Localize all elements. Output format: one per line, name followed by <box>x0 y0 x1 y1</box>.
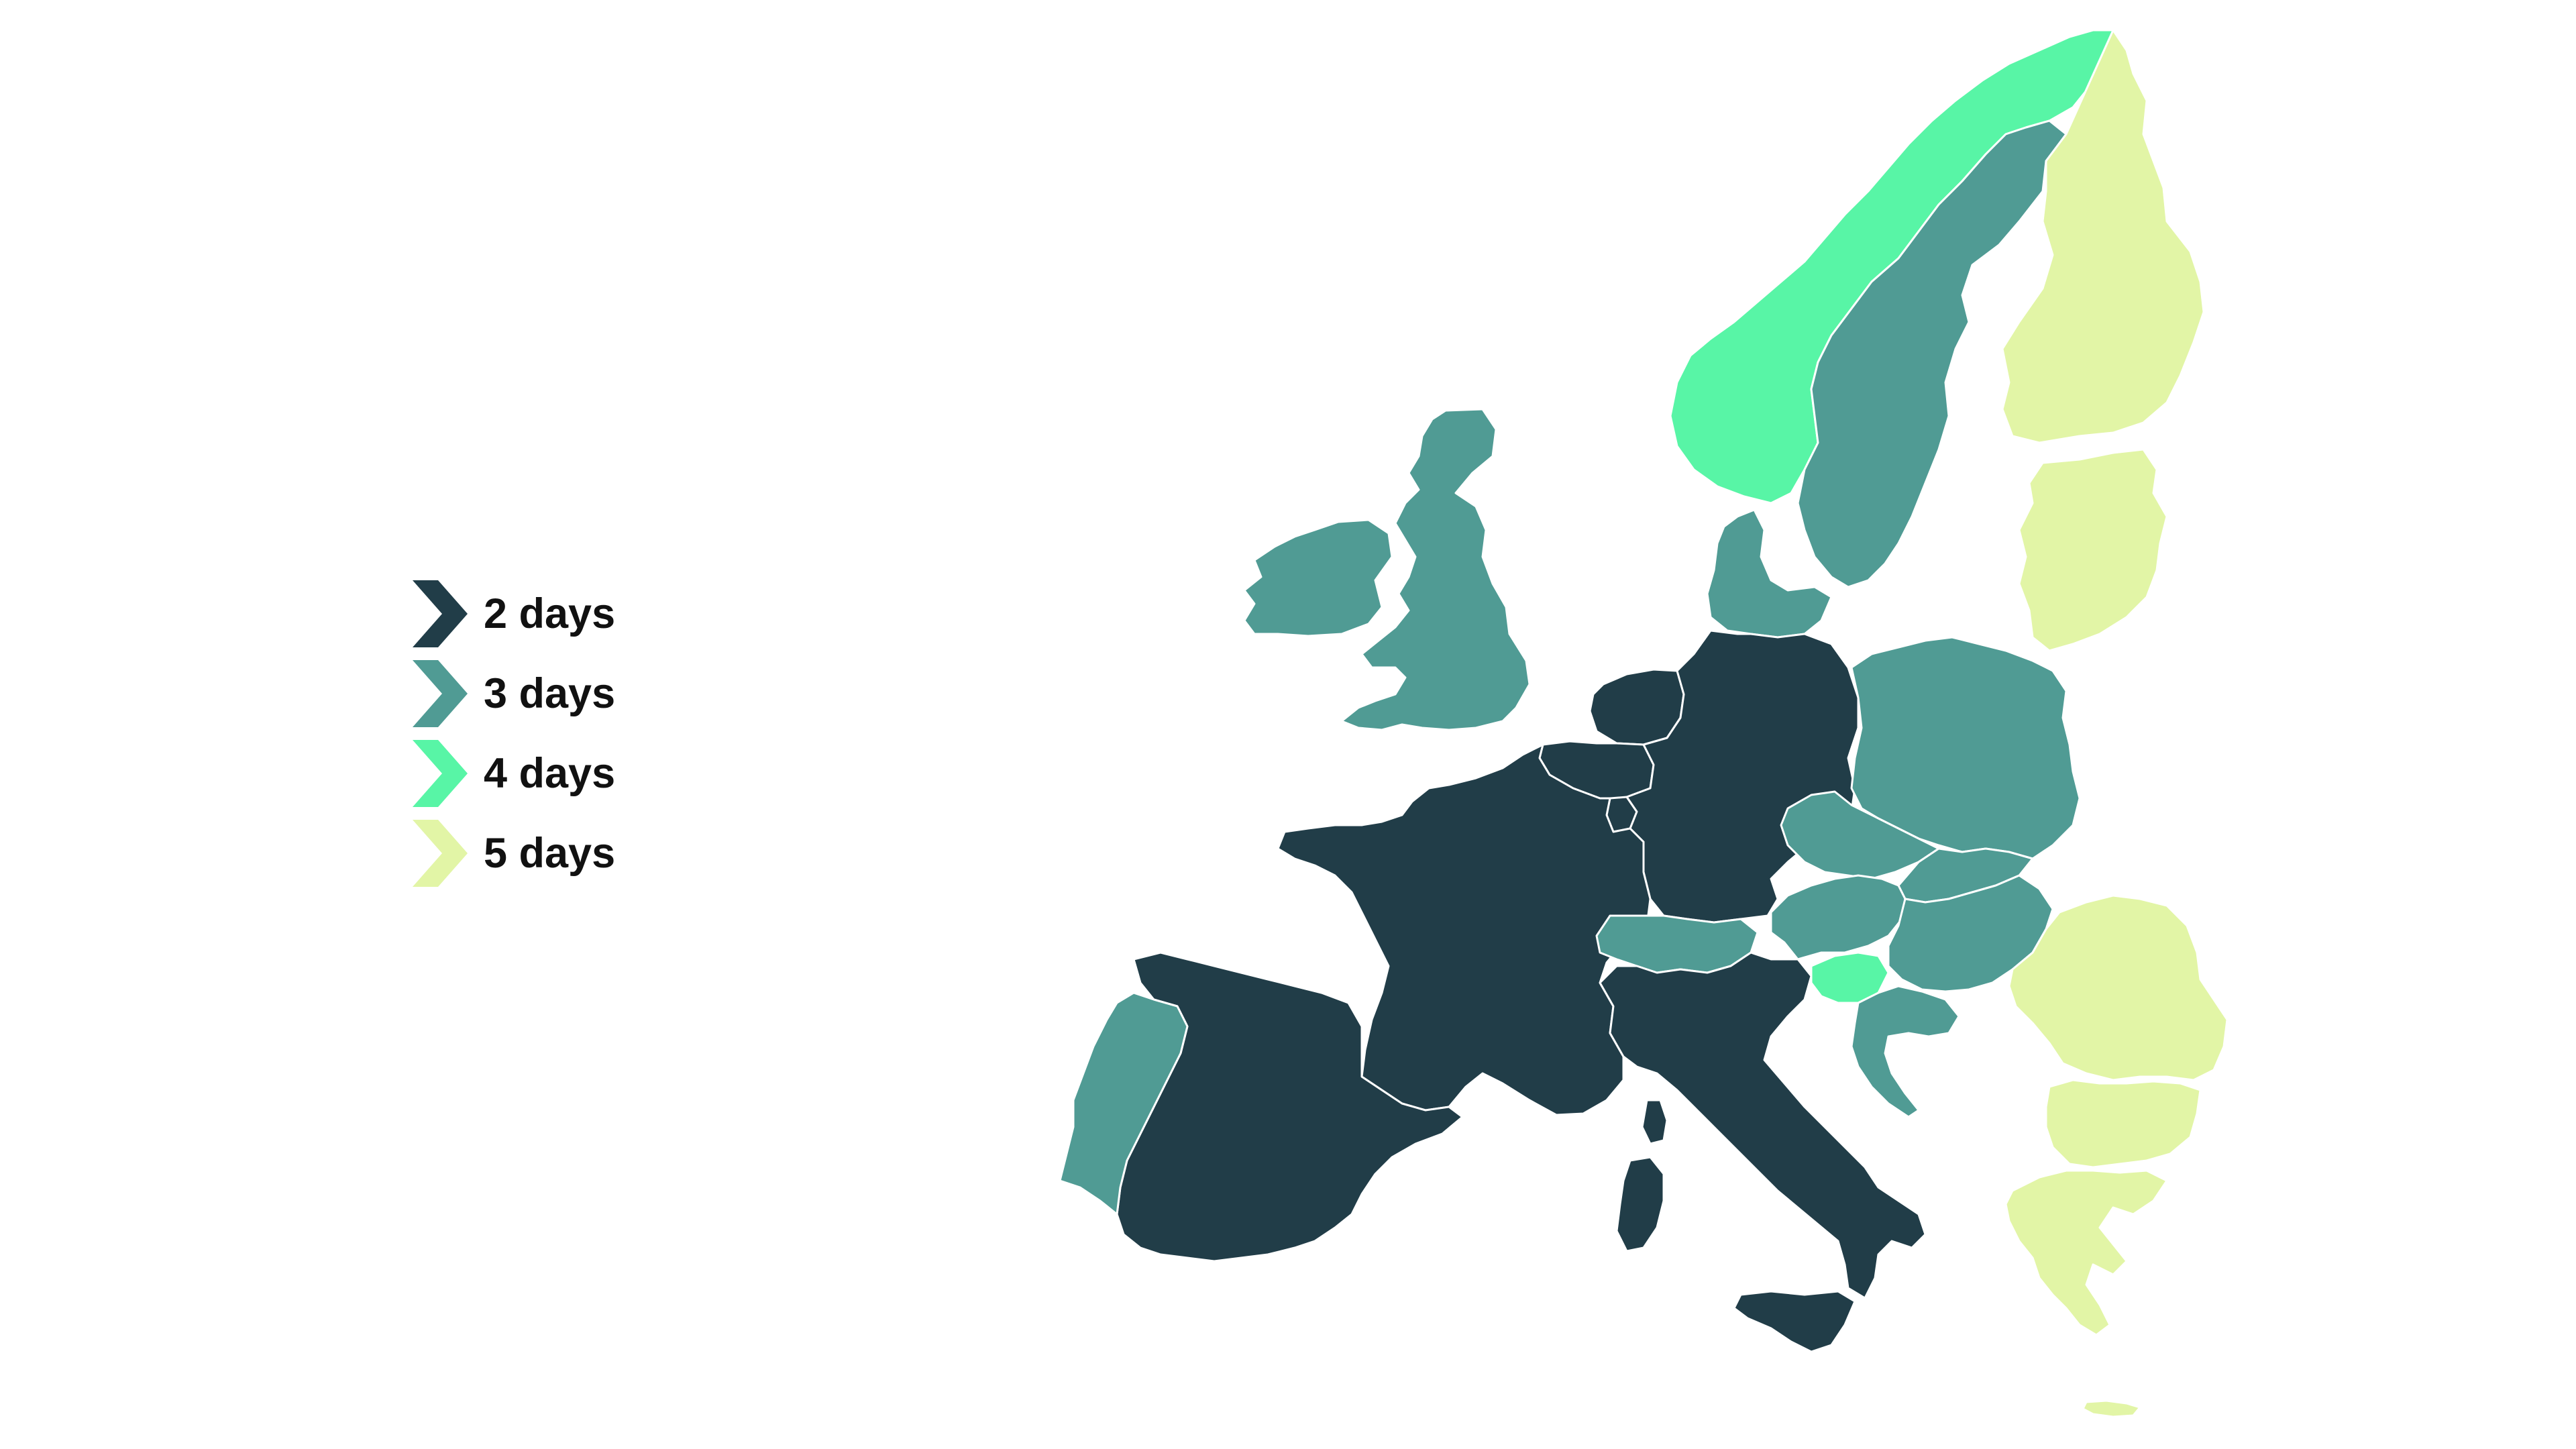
region-portugal <box>1059 991 1189 1216</box>
legend-item: 5 days <box>413 813 761 893</box>
region-italy <box>1599 951 1927 1299</box>
region-sicily <box>1733 1290 1856 1353</box>
region-baltics <box>2018 448 2168 652</box>
region-greece <box>2004 1169 2168 1336</box>
legend-swatch <box>413 819 468 887</box>
legend-label: 5 days <box>484 829 616 877</box>
region-austria <box>1770 874 1907 961</box>
region-poland <box>1850 636 2081 860</box>
region-crete <box>2082 1399 2141 1418</box>
legend-label: 2 days <box>484 590 616 637</box>
region-finland <box>2001 29 2205 444</box>
legend-label: 3 days <box>484 669 616 717</box>
region-croatia <box>1850 985 1960 1118</box>
chevron-icon <box>413 659 468 727</box>
region-sardinia <box>1615 1156 1665 1252</box>
region-romania <box>2008 894 2229 1081</box>
legend-item: 3 days <box>413 653 761 733</box>
region-sweden <box>1796 119 2068 588</box>
legend: 2 days 3 days 4 days 5 days <box>413 574 761 893</box>
region-great-britain <box>1340 408 1531 731</box>
legend-label: 4 days <box>484 749 616 797</box>
chevron-icon <box>413 819 468 887</box>
region-ireland <box>1243 519 1393 637</box>
legend-swatch <box>413 580 468 647</box>
legend-swatch <box>413 739 468 807</box>
region-corsica <box>1641 1099 1668 1145</box>
legend-item: 4 days <box>413 733 761 813</box>
legend-item: 2 days <box>413 574 761 653</box>
chevron-icon <box>413 739 468 807</box>
region-bulgaria <box>2045 1079 2202 1169</box>
legend-swatch <box>413 659 468 727</box>
chevron-icon <box>413 580 468 647</box>
